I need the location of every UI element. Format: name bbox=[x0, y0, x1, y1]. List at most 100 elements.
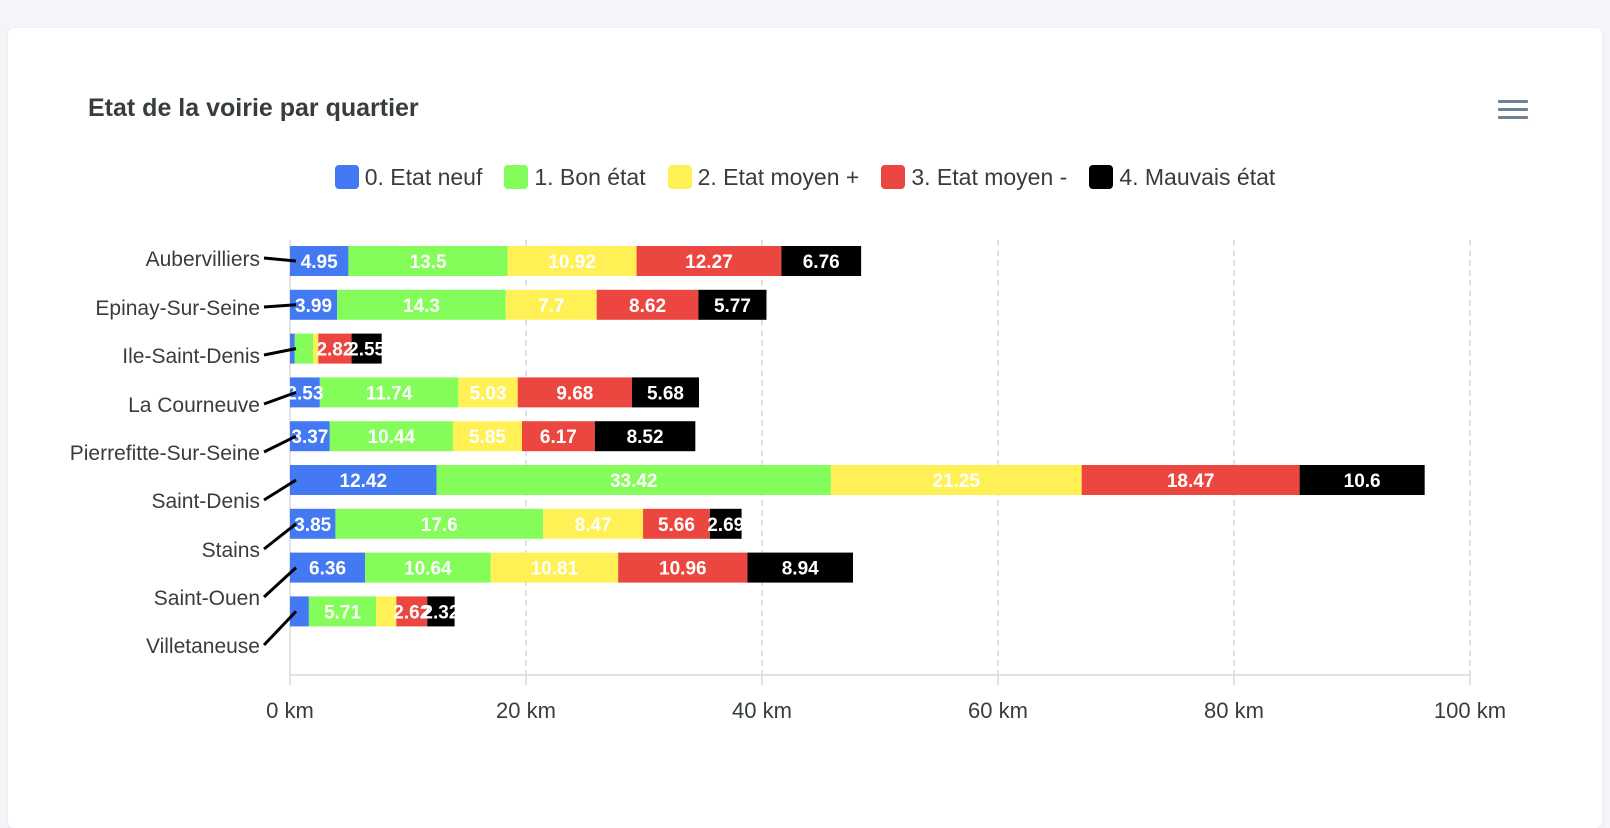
bar-stains-4-mauvais-etat[interactable] bbox=[709, 508, 742, 539]
data-label: 2.55 bbox=[348, 340, 385, 361]
legend-swatch bbox=[504, 165, 529, 189]
bar-ile-saint-denis-1-bon-etat[interactable] bbox=[294, 333, 314, 364]
category-label-ile-saint-denis: Ile-Saint-Denis bbox=[122, 345, 260, 368]
category-label-saint-denis: Saint-Denis bbox=[151, 490, 260, 513]
leader-line bbox=[263, 478, 297, 502]
chart-title: Etat de la voirie par quartier bbox=[88, 94, 419, 122]
bar-aubervilliers-4-mauvais-etat[interactable] bbox=[781, 246, 862, 276]
bar-ile-saint-denis-4-mauvais-etat[interactable] bbox=[351, 333, 382, 364]
data-label: 2.32 bbox=[422, 602, 459, 623]
data-label: 2.82 bbox=[316, 340, 353, 361]
category-label-pierrefitte-sur-seine: Pierrefitte-Sur-Seine bbox=[70, 442, 260, 465]
bar-saint-denis-1-bon-etat[interactable] bbox=[436, 465, 831, 495]
data-label: 6.17 bbox=[540, 427, 577, 448]
bar-epinay-sur-seine-4-mauvais-etat[interactable] bbox=[698, 289, 767, 320]
bar-saint-ouen-0-etat-neuf[interactable] bbox=[290, 552, 366, 583]
leader-line bbox=[262, 610, 298, 647]
x-tick-label: 0 km bbox=[266, 698, 314, 723]
legend-item-0-etat-neuf[interactable]: 0. Etat neuf bbox=[334, 164, 482, 191]
data-label: 3.37 bbox=[291, 427, 328, 448]
legend-label: 3. Etat moyen - bbox=[911, 163, 1068, 190]
legend-item-2-etat-moyen[interactable]: 2. Etat moyen + bbox=[667, 164, 859, 191]
bar-pierrefitte-sur-seine-1-bon-etat[interactable] bbox=[329, 421, 453, 452]
legend-swatch bbox=[881, 165, 906, 189]
leader-line bbox=[263, 434, 297, 454]
data-label: 10.44 bbox=[368, 427, 416, 448]
bar-aubervilliers-0-etat-neuf[interactable] bbox=[290, 246, 349, 276]
bar-aubervilliers-2-etat-moyen[interactable] bbox=[507, 246, 637, 276]
hamburger-menu-icon[interactable] bbox=[1496, 98, 1530, 122]
bar-saint-ouen-2-etat-moyen[interactable] bbox=[490, 552, 619, 583]
legend-item-1-bon-etat[interactable]: 1. Bon état bbox=[504, 164, 646, 191]
data-label: 3.99 bbox=[295, 296, 332, 317]
category-label-epinay-sur-seine: Epinay-Sur-Seine bbox=[95, 297, 260, 320]
x-tick-label: 80 km bbox=[1204, 698, 1264, 723]
chart-card bbox=[8, 28, 1602, 828]
bar-saint-denis-4-mauvais-etat[interactable] bbox=[1299, 465, 1425, 495]
bar-pierrefitte-sur-seine-0-etat-neuf[interactable] bbox=[290, 421, 330, 452]
bar-stains-2-etat-moyen[interactable] bbox=[543, 508, 644, 539]
bar-ile-saint-denis-3-etat-moyen[interactable] bbox=[318, 333, 352, 364]
bar-la-courneuve-2-etat-moyen[interactable] bbox=[458, 377, 518, 408]
data-label: 5.68 bbox=[647, 383, 684, 404]
bar-saint-denis-0-etat-neuf[interactable] bbox=[290, 465, 437, 495]
data-label: 13.5 bbox=[410, 252, 447, 273]
legend-swatch bbox=[667, 165, 692, 189]
leader-line bbox=[263, 390, 297, 406]
legend-item-3-etat-moyen[interactable]: 3. Etat moyen - bbox=[881, 164, 1067, 191]
data-label: 2.53 bbox=[286, 383, 323, 404]
bar-epinay-sur-seine-2-etat-moyen[interactable] bbox=[505, 289, 597, 320]
bar-stains-1-bon-etat[interactable] bbox=[335, 508, 544, 539]
bar-pierrefitte-sur-seine-3-etat-moyen[interactable] bbox=[521, 421, 595, 452]
bar-aubervilliers-3-etat-moyen[interactable] bbox=[636, 246, 782, 276]
bar-stains-0-etat-neuf[interactable] bbox=[290, 508, 336, 539]
legend-swatch bbox=[334, 165, 359, 189]
bar-la-courneuve-3-etat-moyen[interactable] bbox=[517, 377, 632, 408]
bar-saint-denis-3-etat-moyen[interactable] bbox=[1081, 465, 1300, 495]
bar-saint-denis-2-etat-moyen[interactable] bbox=[830, 465, 1082, 495]
data-label: 5.85 bbox=[469, 427, 506, 448]
bar-pierrefitte-sur-seine-4-mauvais-etat[interactable] bbox=[594, 421, 696, 452]
bar-villetaneuse-0-etat-neuf[interactable] bbox=[290, 596, 309, 627]
leader-line bbox=[263, 347, 297, 357]
bar-saint-ouen-3-etat-moyen[interactable] bbox=[618, 552, 748, 583]
bar-aubervilliers-1-bon-etat[interactable] bbox=[348, 246, 508, 276]
bar-stains-3-etat-moyen[interactable] bbox=[643, 508, 710, 539]
data-label: 14.3 bbox=[403, 296, 440, 317]
data-label: 5.03 bbox=[470, 383, 507, 404]
bar-villetaneuse-4-mauvais-etat[interactable] bbox=[427, 596, 455, 627]
category-label-aubervilliers: Aubervilliers bbox=[146, 248, 260, 271]
x-tick-label: 60 km bbox=[968, 698, 1028, 723]
x-tick-label: 20 km bbox=[496, 698, 556, 723]
data-label: 17.6 bbox=[421, 515, 458, 536]
bar-epinay-sur-seine-1-bon-etat[interactable] bbox=[337, 289, 506, 320]
leader-line bbox=[263, 303, 297, 309]
y-category-labels: Aubervilliers Epinay-Sur-Seine Ile-Saint-D… bbox=[70, 248, 298, 658]
data-label: 6.76 bbox=[803, 252, 840, 273]
legend-label: 4. Mauvais état bbox=[1119, 163, 1276, 190]
data-label: 6.36 bbox=[309, 559, 346, 580]
data-label: 3.85 bbox=[294, 515, 331, 536]
data-label: 10.92 bbox=[548, 252, 596, 273]
leader-line bbox=[262, 566, 298, 599]
data-label: 12.42 bbox=[340, 471, 388, 492]
data-label: 10.6 bbox=[1344, 471, 1381, 492]
legend-swatch bbox=[1089, 165, 1114, 189]
bar-la-courneuve-4-mauvais-etat[interactable] bbox=[631, 377, 699, 408]
bar-saint-ouen-1-bon-etat[interactable] bbox=[365, 552, 491, 583]
bar-villetaneuse-1-bon-etat[interactable] bbox=[308, 596, 377, 627]
bar-la-courneuve-1-bon-etat[interactable] bbox=[319, 377, 459, 408]
leader-line bbox=[263, 256, 297, 263]
bar-saint-ouen-4-mauvais-etat[interactable] bbox=[747, 552, 853, 583]
data-label: 5.77 bbox=[714, 296, 751, 317]
data-label: 4.95 bbox=[301, 252, 338, 273]
bar-epinay-sur-seine-0-etat-neuf[interactable] bbox=[290, 289, 338, 320]
bar-villetaneuse-3-etat-moyen[interactable] bbox=[396, 596, 428, 627]
bar-epinay-sur-seine-3-etat-moyen[interactable] bbox=[596, 289, 699, 320]
bar-pierrefitte-sur-seine-2-etat-moyen[interactable] bbox=[452, 421, 522, 452]
bar-ile-saint-denis-2-etat-moyen[interactable] bbox=[313, 333, 319, 364]
x-tick-label: 100 km bbox=[1434, 698, 1506, 723]
bar-villetaneuse-2-etat-moyen[interactable] bbox=[376, 596, 397, 627]
data-labels: 4.95 13.5 10.92 12.27 6.76 3.99 14.3 7.7 8.62 5.7… bbox=[286, 252, 1380, 623]
legend-item-4-mauvais-etat[interactable]: 4. Mauvais état bbox=[1089, 164, 1275, 191]
